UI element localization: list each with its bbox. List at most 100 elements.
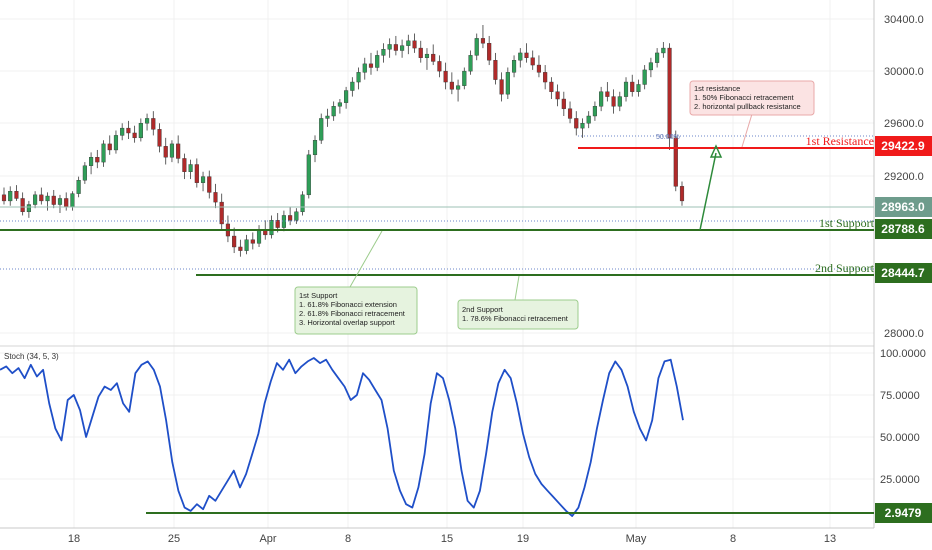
callout-pointer: [349, 230, 383, 288]
candle-body: [82, 165, 87, 181]
candle-body: [107, 143, 112, 151]
candle-body: [543, 72, 548, 83]
price-tags: 29422.9 28963.0 28788.6 28444.7 2.9479: [875, 136, 932, 523]
candle-body: [188, 164, 193, 172]
candle-body: [200, 176, 206, 183]
candle-body: [605, 91, 610, 97]
candle-body: [344, 90, 349, 103]
candle-body: [256, 229, 262, 244]
candle-body: [611, 96, 616, 107]
candle-body: [26, 204, 31, 213]
candle-body: [207, 176, 212, 193]
candle-body: [400, 45, 405, 51]
candle-body: [456, 85, 461, 90]
time-tick: 18: [68, 533, 80, 545]
callout-line: 1st Support: [299, 291, 338, 300]
candle-body: [219, 201, 224, 225]
candle-body: [20, 198, 25, 213]
price-tag-support-1: [875, 219, 932, 239]
candle-body: [157, 129, 162, 147]
time-tick: 15: [441, 533, 453, 545]
price-axis: 30400.0 30000.0 29600.0 29200.0 28000.0: [884, 14, 924, 340]
callout-line: 1. 78.6% Fibonacci retracement: [462, 314, 569, 323]
candle-body: [45, 195, 50, 202]
time-axis: 18 25 Apr 8 15 19 May 8 13: [68, 533, 836, 545]
candle-body: [232, 235, 237, 248]
candle-body: [64, 198, 69, 208]
candle-body: [319, 118, 324, 141]
candle-body: [661, 47, 666, 54]
callout-pointer: [514, 275, 520, 301]
price-tick: 30000.0: [884, 66, 924, 78]
candle-body: [101, 143, 106, 163]
candle-body: [642, 69, 647, 85]
candle-body: [443, 70, 448, 83]
stoch-title: Stoch (34, 5, 3): [4, 352, 59, 361]
stoch-tick: 25.0000: [880, 474, 920, 486]
callout-pointer: [741, 113, 753, 148]
candle-body: [269, 220, 274, 236]
candle-body: [567, 108, 573, 119]
candle-body: [487, 43, 492, 61]
time-tick: Apr: [259, 533, 276, 545]
candle-body: [623, 81, 629, 97]
candle-body: [536, 64, 542, 73]
price-tag-current-text: 28963.0: [881, 200, 925, 214]
candle-body: [574, 118, 579, 129]
price-tag-current: [875, 197, 932, 217]
candle-body: [655, 52, 660, 63]
candle-body: [530, 57, 535, 66]
callout-line: 1. 50% Fibonacci retracement: [694, 93, 795, 102]
stoch-value-tag-text: 2.9479: [885, 506, 922, 520]
price-tick: 30400.0: [884, 14, 924, 26]
candle-body: [412, 40, 417, 49]
candle-body: [673, 137, 678, 187]
candle-body: [325, 115, 330, 119]
candle-body: [368, 63, 374, 68]
arrow-shaft: [699, 152, 717, 231]
stoch-axis: 100.0000 75.0000 50.0000 25.0000: [880, 348, 926, 486]
time-tick: 13: [824, 533, 836, 545]
resistance-label: 1st Resistance: [806, 134, 874, 148]
candle-body: [418, 47, 423, 58]
candle-body: [244, 239, 249, 251]
price-tag-support-2-text: 28444.7: [881, 266, 925, 280]
candle-body: [617, 96, 622, 107]
candle-body: [275, 220, 280, 228]
arrow-head-icon: [709, 144, 723, 158]
candle-body: [424, 53, 430, 58]
candle-body: [89, 157, 94, 166]
candle-body: [331, 106, 336, 117]
candle-body: [294, 211, 299, 221]
projection-arrow: [699, 144, 723, 231]
candle-body: [176, 143, 181, 159]
candle-body: [630, 81, 635, 92]
fib-50-label: 50.00%: [656, 134, 680, 141]
candle-body: [70, 193, 75, 208]
price-tick: 29600.0: [884, 118, 924, 130]
price-tick: 28000.0: [884, 328, 924, 340]
callout-box: [294, 286, 418, 335]
time-tick: 8: [730, 533, 736, 545]
price-tag-resistance-text: 29422.9: [881, 139, 925, 153]
candle-body: [549, 81, 554, 92]
candle-body: [350, 81, 355, 91]
time-tick: 25: [168, 533, 180, 545]
candle-body: [312, 140, 318, 156]
candle-body: [437, 61, 442, 72]
callout-box: [457, 299, 579, 330]
candle-body: [387, 44, 392, 50]
candle-body: [238, 246, 243, 251]
candle-body: [431, 53, 436, 62]
candle-body: [468, 55, 473, 72]
candle-body: [113, 135, 119, 151]
candle-body: [182, 158, 187, 172]
candle-body: [356, 72, 361, 83]
price-tick: 29200.0: [884, 171, 924, 183]
candle-body: [679, 186, 685, 202]
candle-body: [555, 91, 560, 100]
candle-body: [561, 98, 566, 109]
candle-body: [667, 47, 672, 139]
candle-body: [126, 127, 131, 134]
candle-body: [648, 62, 653, 71]
